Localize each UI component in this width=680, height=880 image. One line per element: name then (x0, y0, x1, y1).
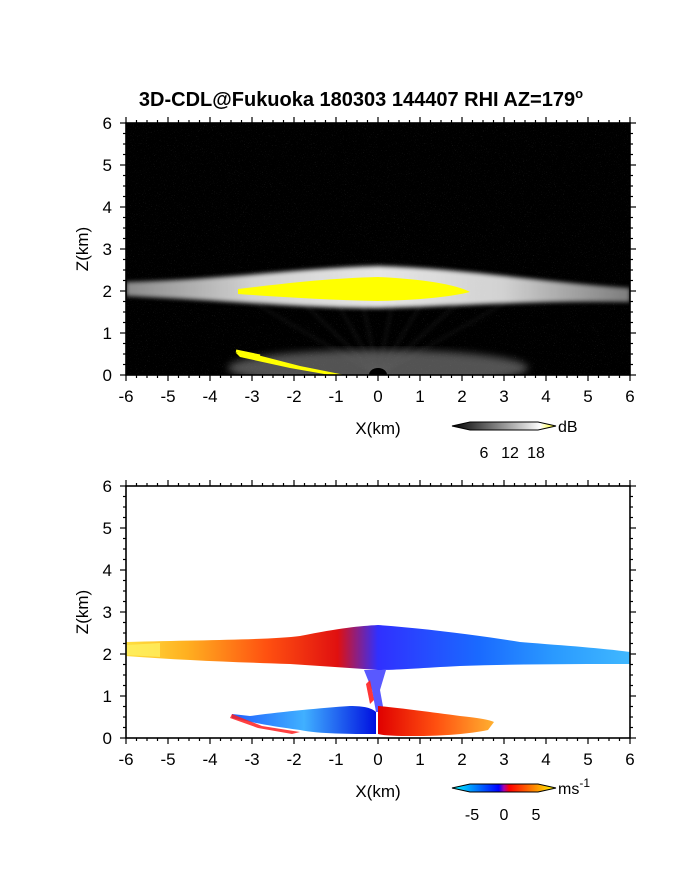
reflectivity-field (126, 123, 630, 375)
x-tick-label: -4 (202, 750, 217, 769)
y-tick-label: 4 (103, 198, 112, 217)
y-tick-label: 1 (103, 687, 112, 706)
upper-velocity-layer (126, 625, 630, 670)
x-tick-label: 3 (499, 750, 508, 769)
y-tick-label: 5 (103, 156, 112, 175)
reflectivity-panel: -6 -5 -4 -3 -2 -1 0 1 2 3 4 5 6 0 1 2 3 … (73, 114, 636, 462)
y-tick-label: 1 (103, 324, 112, 343)
velocity-colorbar: ms-1 -5 0 5 (451, 776, 590, 824)
x-tick-label: -6 (118, 750, 133, 769)
x-tick-label: 2 (457, 750, 466, 769)
x-tick-label: 3 (499, 387, 508, 406)
echo-core (238, 277, 470, 301)
lower-velocity-layer-right (378, 706, 494, 736)
y-axis-label: Z(km) (73, 227, 92, 271)
reflectivity-colorbar: dB 6 12 18 (451, 419, 578, 462)
y-tick-label: 4 (103, 561, 112, 580)
x-tick-label: 5 (583, 750, 592, 769)
y-tick-label: 6 (103, 477, 112, 496)
y-tick-label: 2 (103, 282, 112, 301)
x-tick-label: 4 (541, 750, 550, 769)
y-axis-label: Z(km) (73, 590, 92, 634)
velocity-panel: -6 -5 -4 -3 -2 -1 0 1 2 3 4 5 6 0 1 2 3 … (73, 477, 636, 824)
x-tick-label: 6 (625, 387, 634, 406)
x-tick-labels: -6 -5 -4 -3 -2 -1 0 1 2 3 4 5 6 (118, 750, 634, 769)
x-axis-label: X(km) (355, 782, 400, 801)
y-tick-label: 0 (103, 366, 112, 385)
x-tick-label: 0 (373, 750, 382, 769)
x-tick-label: -6 (118, 387, 133, 406)
y-tick-label: 5 (103, 519, 112, 538)
colorbar-tick: 18 (527, 445, 545, 462)
x-tick-label: -3 (244, 750, 259, 769)
colorbar-tick: -5 (465, 807, 479, 824)
x-tick-label: 1 (415, 750, 424, 769)
x-tick-label: -1 (328, 387, 343, 406)
colorbar-tick: 5 (532, 807, 541, 824)
y-tick-label: 2 (103, 645, 112, 664)
ground-clutter (236, 352, 345, 375)
y-tick-labels: 0 1 2 3 4 5 6 (103, 114, 112, 385)
x-tick-label: 5 (583, 387, 592, 406)
colorbar-unit: dB (558, 419, 578, 436)
y-tick-labels: 0 1 2 3 4 5 6 (103, 477, 112, 748)
x-tick-label: 2 (457, 387, 466, 406)
colorbar-tick: 0 (500, 807, 509, 824)
x-tick-label: -2 (286, 387, 301, 406)
velocity-field (126, 625, 630, 736)
axis-ticks (120, 480, 636, 744)
colorbar-tick: 12 (501, 445, 519, 462)
x-tick-label: -5 (160, 387, 175, 406)
colorbar-unit: ms-1 (558, 776, 590, 798)
y-tick-label: 6 (103, 114, 112, 133)
x-tick-label: -5 (160, 750, 175, 769)
x-tick-labels: -6 -5 -4 -3 -2 -1 0 1 2 3 4 5 6 (118, 387, 634, 406)
x-tick-label: 1 (415, 387, 424, 406)
axis-ticks (120, 117, 636, 381)
x-axis-label: X(km) (355, 419, 400, 438)
radar-site-marker (369, 368, 387, 375)
x-tick-label: -2 (286, 750, 301, 769)
x-tick-label: 0 (373, 387, 382, 406)
x-tick-label: -3 (244, 387, 259, 406)
y-tick-label: 3 (103, 603, 112, 622)
x-tick-label: 6 (625, 750, 634, 769)
y-tick-label: 0 (103, 729, 112, 748)
colorbar-tick: 6 (480, 445, 489, 462)
x-tick-label: -4 (202, 387, 217, 406)
y-tick-label: 3 (103, 240, 112, 259)
x-tick-label: 4 (541, 387, 550, 406)
x-tick-label: -1 (328, 750, 343, 769)
lower-velocity-layer-left (232, 706, 376, 734)
chart-title: 3D-CDL@Fukuoka 180303 144407 RHI AZ=179o (139, 86, 583, 111)
